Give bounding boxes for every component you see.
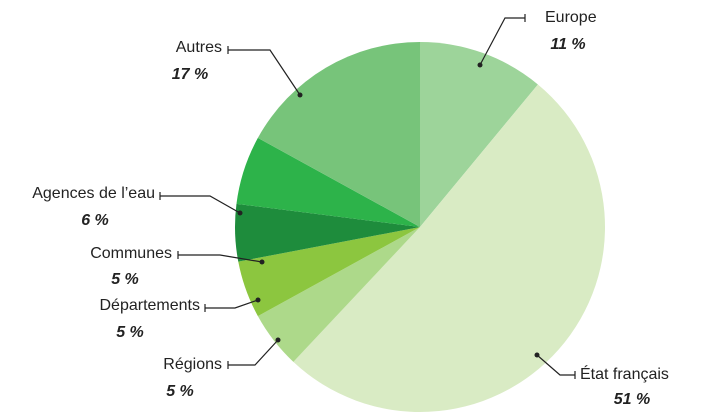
slice-value: 6 % bbox=[81, 212, 109, 229]
slice-label: Agences de l’eau bbox=[32, 185, 155, 202]
slice-label: Régions bbox=[163, 356, 222, 373]
pie-slice bbox=[238, 227, 420, 317]
leader-dot bbox=[259, 259, 265, 265]
slice-label: Europe bbox=[545, 9, 597, 26]
slice-label: État français bbox=[580, 364, 669, 383]
leader-line bbox=[536, 354, 575, 376]
slice-label: Départements bbox=[100, 297, 201, 314]
slice-value: 17 % bbox=[172, 66, 208, 83]
leader-line bbox=[205, 299, 259, 309]
pie-slice bbox=[257, 227, 420, 362]
leader-dot bbox=[255, 297, 261, 303]
leader-line bbox=[228, 49, 301, 96]
pie-slice bbox=[257, 42, 420, 227]
pie-slice bbox=[236, 137, 420, 227]
leader-line bbox=[228, 339, 279, 366]
slice-label: Communes bbox=[90, 245, 172, 262]
slice-value: 51 % bbox=[614, 391, 650, 408]
leader-dot bbox=[275, 337, 281, 343]
slice-label: Autres bbox=[176, 39, 222, 56]
slice-value: 5 % bbox=[111, 271, 139, 288]
slice-value: 5 % bbox=[116, 324, 144, 341]
pie-slice bbox=[293, 84, 605, 412]
pie-slice bbox=[235, 203, 420, 262]
slice-value: 5 % bbox=[166, 383, 194, 400]
leader-dot bbox=[297, 92, 303, 98]
leader-line bbox=[160, 195, 241, 214]
leader-line bbox=[178, 254, 263, 263]
leader-line bbox=[479, 17, 525, 66]
leader-dot bbox=[477, 62, 483, 68]
pie-slice bbox=[420, 42, 538, 227]
leader-dot bbox=[237, 210, 243, 216]
slice-value: 11 % bbox=[550, 36, 585, 53]
leader-dot bbox=[534, 352, 540, 358]
